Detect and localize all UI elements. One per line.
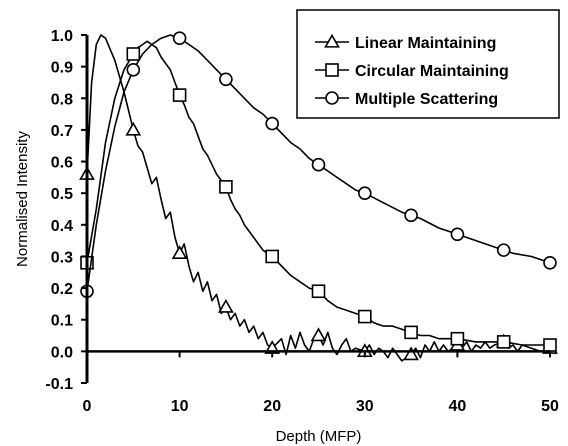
data-point — [496, 335, 511, 349]
y-tick-label: 0.0 — [51, 344, 73, 361]
data-point — [219, 180, 233, 194]
legend-label: Linear Maintaining — [355, 35, 496, 52]
legend-marker — [325, 63, 339, 77]
legend-marker — [324, 33, 340, 48]
data-point — [219, 72, 233, 87]
y-tick-label: 0.3 — [51, 249, 73, 266]
legend: Linear Maintaining Circular Maintaining Mu… — [296, 9, 560, 119]
x-axis-ticks: 0 10 20 30 40 50 — [83, 351, 559, 415]
y-axis-title: Normalised Intensity — [14, 131, 31, 267]
y-tick-label: 0.1 — [51, 313, 73, 330]
series-circular-maintaining — [80, 40, 557, 352]
legend-label: Circular Maintaining — [355, 63, 509, 80]
data-point — [450, 227, 465, 242]
y-tick-label: 0.8 — [51, 91, 73, 108]
y-tick-label: 0.2 — [51, 281, 73, 298]
data-point — [310, 327, 327, 342]
y-tick-label: -0.1 — [45, 376, 73, 393]
data-point — [403, 346, 419, 361]
x-tick-label: 10 — [171, 398, 189, 415]
series-line — [86, 34, 551, 292]
axes: -0.1 0.0 0.1 0.2 0.3 0.4 0.5 0.6 0.7 0.8 0.9 1.0 0 1… — [45, 28, 559, 415]
data-point — [404, 325, 418, 340]
y-axis-ticks: -0.1 0.0 0.1 0.2 0.3 0.4 0.5 0.6 0.7 0.8 0.9 1.0 — [45, 28, 87, 393]
y-tick-label: 0.9 — [51, 60, 73, 77]
x-axis-title: Depth (MFP) — [276, 428, 362, 445]
data-point — [172, 31, 187, 45]
x-tick-label: 0 — [83, 398, 92, 415]
legend-item: Multiple Scattering — [315, 91, 498, 108]
data-point — [404, 208, 418, 223]
data-point — [172, 88, 187, 102]
series-multiple-scattering — [80, 31, 557, 299]
data-point — [126, 63, 141, 77]
legend-label: Multiple Scattering — [355, 91, 498, 108]
data-point — [311, 157, 326, 172]
data-point — [543, 255, 557, 270]
legend-box — [296, 9, 560, 119]
data-point — [125, 121, 142, 136]
y-tick-label: 0.6 — [51, 155, 73, 172]
legend-item: Linear Maintaining — [315, 33, 496, 52]
data-point — [496, 243, 511, 257]
y-tick-label: 0.7 — [51, 123, 73, 140]
data-point — [357, 186, 372, 200]
data-point — [357, 309, 372, 324]
data-point — [543, 338, 557, 352]
data-point — [450, 331, 465, 346]
y-tick-label: 0.4 — [51, 218, 73, 235]
y-tick-label: 1.0 — [51, 28, 73, 45]
data-point — [218, 298, 234, 313]
plot-area — [79, 31, 558, 362]
x-tick-label: 30 — [356, 398, 374, 415]
legend-item: Circular Maintaining — [315, 63, 509, 80]
data-point — [126, 47, 141, 61]
data-point — [311, 284, 326, 299]
data-point — [171, 245, 188, 259]
x-tick-label: 20 — [263, 398, 281, 415]
y-tick-label: 0.5 — [51, 186, 73, 203]
legend-items: Linear Maintaining Circular Maintaining Mu… — [315, 33, 509, 108]
data-point — [265, 116, 280, 131]
x-tick-label: 40 — [449, 398, 467, 415]
legend-marker — [325, 91, 339, 105]
x-tick-label: 50 — [541, 398, 559, 415]
data-point — [265, 249, 280, 264]
